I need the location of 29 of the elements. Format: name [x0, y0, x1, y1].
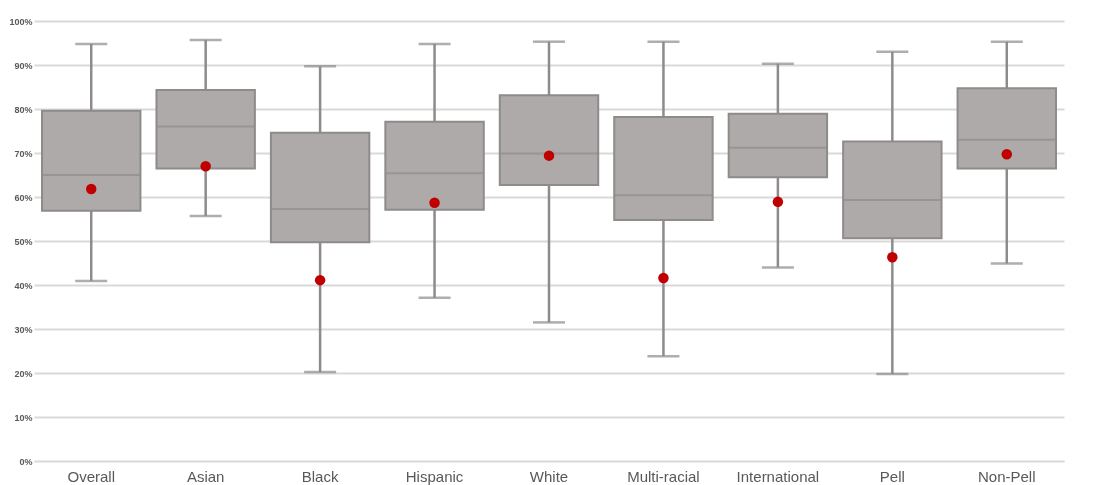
point [1001, 149, 1013, 160]
x-tick-label: International [736, 467, 820, 485]
x-tick-label: White [529, 467, 569, 485]
y-tick-label: 60% [14, 192, 33, 203]
x-tick-label: Black [301, 467, 339, 485]
y-tick-label: 40% [14, 280, 33, 291]
point [429, 197, 440, 208]
point [314, 274, 326, 286]
x-tick-label: Hispanic [405, 467, 464, 485]
y-tick-label: 90% [14, 60, 33, 71]
x-tick-label: Non-Pell [978, 467, 1036, 485]
point [85, 183, 97, 195]
y-tick-label: 100% [9, 16, 33, 27]
y-tick-label: 80% [14, 104, 33, 115]
y-tick-label: 70% [14, 148, 33, 159]
y-tick-label: 10% [14, 412, 33, 423]
point [200, 160, 211, 172]
point [772, 196, 784, 208]
x-tick-label: Pell [879, 467, 905, 485]
y-tick-label: 20% [14, 368, 33, 379]
x-tick-label: Asian [186, 467, 225, 485]
point [887, 252, 898, 263]
point [658, 272, 669, 284]
y-tick-label: 0% [19, 456, 33, 467]
point [543, 150, 555, 161]
x-tick-label: Overall [67, 467, 115, 485]
y-tick-label: 50% [14, 236, 33, 247]
y-tick-label: 30% [14, 324, 33, 335]
x-tick-label: Multi-racial [627, 467, 700, 485]
